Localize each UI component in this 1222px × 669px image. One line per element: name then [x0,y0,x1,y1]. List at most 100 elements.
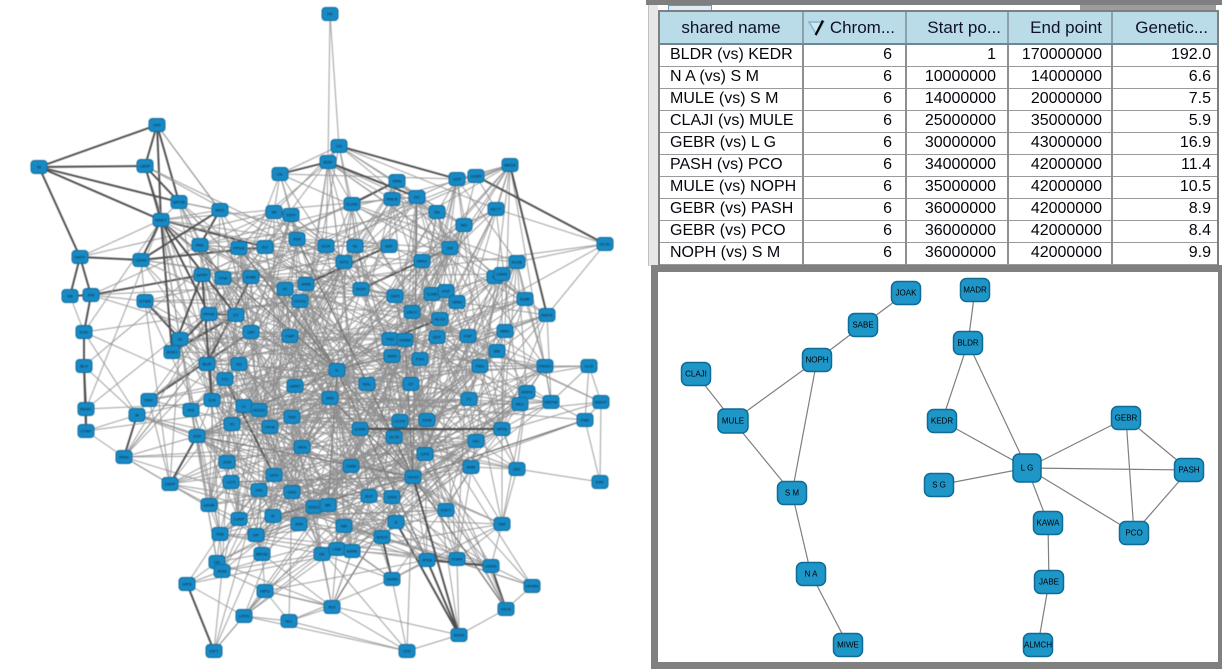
svg-text:HIC: HIC [473,439,480,444]
svg-text:HOF: HOF [442,289,451,294]
svg-text:JCM: JCM [223,460,231,465]
svg-text:LL: LL [242,404,247,409]
svg-text:EO: EO [262,245,268,250]
svg-text:URI: URI [248,330,255,335]
svg-text:IFR: IFR [88,293,95,298]
svg-text:NLDE: NLDE [512,260,523,265]
svg-text:UIMG: UIMG [497,272,507,277]
svg-text:UHAS: UHAS [485,564,496,569]
svg-text:RIM: RIM [293,237,300,242]
svg-text:CIL: CIL [277,172,284,177]
svg-text:HCJU: HCJU [600,242,611,247]
svg-text:SSPF: SSPF [356,287,367,292]
svg-text:BGR: BGR [324,160,333,165]
svg-text:EB: EB [67,294,73,299]
svg-text:CH: CH [336,144,342,149]
svg-text:HU: HU [236,362,242,367]
svg-text:SABE: SABE [852,321,873,330]
svg-text:KOU: KOU [80,330,89,335]
svg-text:AMR: AMR [467,465,476,470]
svg-text:RUI: RUI [329,605,336,610]
svg-text:FMD: FMD [581,418,590,423]
svg-text:EUSA: EUSA [347,202,358,207]
svg-text:HSNM: HSNM [399,338,411,343]
svg-text:UIFS: UIFS [182,582,191,587]
svg-text:RIM: RIM [295,522,302,527]
svg-text:HFWM: HFWM [526,584,538,589]
svg-text:OSIS: OSIS [387,495,397,500]
svg-text:LFPN: LFPN [239,614,249,619]
svg-text:NP: NP [253,533,259,538]
svg-text:UTWA: UTWA [139,299,151,304]
svg-text:JL: JL [394,520,399,525]
svg-text:NLL: NLL [285,619,293,624]
svg-text:LGTI: LGTI [227,480,236,485]
svg-text:ET: ET [233,313,239,318]
svg-text:BR: BR [325,503,331,508]
svg-text:CPS: CPS [421,452,430,457]
svg-text:NOPH: NOPH [805,356,828,365]
svg-text:GEFF: GEFF [75,255,86,260]
svg-text:MUJ: MUJ [516,402,524,407]
svg-text:BUR: BUR [203,362,212,367]
svg-text:IO: IO [230,422,234,427]
svg-text:KAWA: KAWA [1037,519,1061,528]
svg-text:DPPP: DPPP [197,273,208,278]
svg-text:FR: FR [327,12,332,17]
svg-text:GHU: GHU [288,490,297,495]
svg-text:OLTR: OLTR [389,435,399,440]
svg-text:UASB: UASB [204,503,215,508]
svg-text:NFFA: NFFA [497,427,508,432]
svg-text:N A: N A [805,570,819,579]
svg-text:WEFW: WEFW [545,400,558,405]
svg-text:FCI: FCI [222,377,228,382]
svg-text:RNLB: RNLB [387,197,398,202]
svg-text:TAIF: TAIF [288,415,297,420]
svg-text:CGOU: CGOU [294,299,306,304]
svg-text:TF: TF [283,287,288,292]
svg-text:S G: S G [932,481,946,490]
svg-text:GEBR: GEBR [1115,414,1138,423]
svg-text:JOAK: JOAK [896,289,918,298]
svg-text:MEDA: MEDA [504,163,516,168]
svg-text:EDDC: EDDC [308,505,319,510]
svg-text:IL: IL [335,368,339,373]
svg-text:MFOD: MFOD [256,552,268,557]
svg-text:HLCU: HLCU [435,317,446,322]
svg-text:LNIE: LNIE [333,547,342,552]
svg-text:NEI: NEI [461,223,468,228]
svg-text:CFE: CFE [403,649,411,654]
svg-text:IUWM: IUWM [354,427,365,432]
svg-text:ICM: ICM [193,434,200,439]
svg-text:PJIS: PJIS [416,357,425,362]
svg-text:PFHN: PFHN [204,312,215,317]
svg-text:WSIN: WSIN [454,633,465,638]
svg-text:BLDR: BLDR [957,339,979,348]
svg-text:AARE: AARE [347,549,358,554]
svg-text:GPG: GPG [270,473,279,478]
svg-text:LBHP: LBHP [140,164,151,169]
svg-text:TSTF: TSTF [286,213,297,218]
svg-text:PASH: PASH [1178,466,1199,475]
svg-text:OTAP: OTAP [81,429,92,434]
svg-text:JABE: JABE [1039,578,1059,587]
svg-text:MIWE: MIWE [837,641,859,650]
svg-text:NDL: NDL [363,382,372,387]
svg-text:TE: TE [36,165,41,170]
svg-text:IP: IP [271,514,275,519]
svg-text:PPUA: PPUA [234,246,245,251]
svg-text:UNCC: UNCC [406,310,418,315]
svg-text:FJ: FJ [467,397,471,402]
svg-text:JK: JK [135,413,140,418]
svg-text:SHCO: SHCO [376,535,388,540]
svg-text:MPOB: MPOB [173,200,185,205]
svg-text:UDF: UDF [453,177,462,182]
svg-text:TEB: TEB [216,532,224,537]
svg-text:AAT: AAT [385,244,393,249]
svg-text:NH: NH [434,210,440,215]
svg-text:CWM: CWM [346,464,356,469]
svg-text:GRM: GRM [452,300,461,305]
svg-text:KKW: KKW [422,418,431,423]
svg-text:JPSA: JPSA [422,558,432,563]
svg-text:CSFP: CSFP [165,482,176,487]
